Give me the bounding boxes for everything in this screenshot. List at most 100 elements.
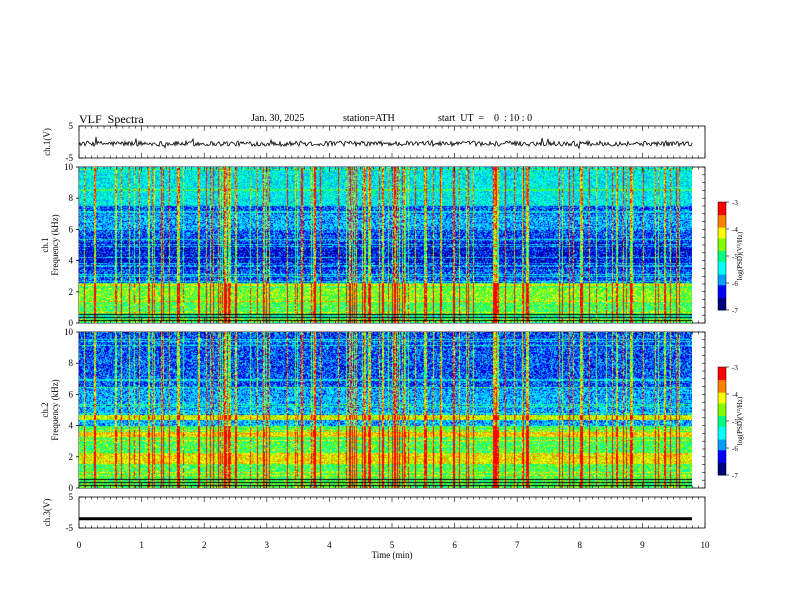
colorbar-segment (718, 279, 726, 282)
colorbar-segment (718, 473, 726, 476)
colorbar-segment (718, 367, 726, 370)
colorbar-segment (718, 440, 726, 444)
colorbar-segment (718, 392, 726, 395)
colorbar-segment (718, 370, 726, 373)
colorbar-segment (718, 304, 726, 307)
colorbar-segment (718, 203, 726, 207)
channel-label: ch.2 (40, 402, 50, 417)
colorbar-segment (718, 257, 726, 261)
colorbar-segment (718, 261, 726, 264)
colorbar-segment (718, 430, 726, 433)
colorbar-segment (718, 268, 726, 271)
x-tick-label: 9 (640, 540, 645, 550)
colorbar-segment (718, 413, 726, 417)
colorbar-segment (718, 453, 726, 456)
colorbar-segment (718, 460, 726, 463)
colorbar-segment (718, 433, 726, 436)
colorbar-segment (718, 419, 726, 422)
colorbar-segment (718, 390, 726, 393)
colorbar-segment (718, 284, 726, 288)
colorbar-tick-label: -4 (732, 226, 738, 234)
colorbar-tick-label: -5 (732, 253, 738, 261)
colorbar-segment (718, 406, 726, 409)
colorbar-segment (718, 417, 726, 420)
colorbar-segment (718, 281, 726, 284)
colorbar-segment (718, 243, 726, 246)
colorbar-segment (718, 306, 726, 309)
colorbar-segment (718, 372, 726, 375)
colorbar-tick-label: -6 (732, 445, 738, 453)
y-tick-label: 2 (69, 452, 74, 462)
colorbar-segment (718, 471, 726, 474)
colorbar-segment (718, 442, 726, 445)
colorbar-segment (718, 302, 726, 306)
y-tick-label: 5 (69, 492, 74, 502)
y-tick-label: 6 (69, 224, 74, 234)
colorbar-segment (718, 408, 726, 411)
colorbar-segment (718, 295, 726, 298)
colorbar-segment (718, 236, 726, 239)
colorbar-tick-label: -5 (732, 418, 738, 426)
y-tick-label: 8 (69, 193, 74, 203)
colorbar-segment (718, 254, 726, 257)
figure-title: VLF Spectra (79, 112, 144, 126)
colorbar-segment (718, 467, 726, 471)
station-label: station=ATH (343, 113, 395, 124)
colorbar-segment (718, 232, 726, 235)
x-tick-label: 1 (139, 540, 144, 550)
y-tick-label: 10 (64, 162, 74, 172)
colorbar-segment (718, 205, 726, 208)
y-tick-label: 2 (69, 287, 74, 297)
x-tick-label: 7 (515, 540, 520, 550)
x-axis-label: Time (min) (372, 550, 413, 560)
colorbar-segment (718, 446, 726, 449)
colorbar-segment (718, 415, 726, 418)
colorbar-segment (718, 229, 726, 232)
colorbar-segment (718, 374, 726, 377)
colorbar-tick-label: -3 (732, 364, 738, 372)
colorbar-segment (718, 383, 726, 386)
colorbar-segment (718, 395, 726, 399)
colorbar-tick-label: -3 (732, 199, 738, 207)
colorbar-segment (718, 439, 726, 442)
colorbar-segment (718, 216, 726, 219)
colorbar-segment (718, 464, 726, 467)
colorbar-segment (718, 435, 726, 438)
colorbar-segment (718, 225, 726, 228)
y-axis-label: ch.1(V) (42, 128, 52, 156)
colorbar-segment (718, 301, 726, 304)
colorbar-segment (718, 247, 726, 250)
colorbar-segment (718, 410, 726, 413)
colorbar-segment (718, 227, 726, 230)
colorbar-segment (718, 458, 726, 462)
colorbar-segment (718, 245, 726, 248)
colorbar-segment (718, 381, 726, 384)
colorbar-segment (718, 293, 726, 297)
y-tick-label: 0 (69, 318, 74, 328)
colorbar-segment (718, 230, 726, 234)
colorbar-segment (718, 457, 726, 460)
colorbar-segment (718, 388, 726, 391)
colorbar-segment (718, 223, 726, 226)
colorbar-segment (718, 221, 726, 225)
colorbar-segment (718, 263, 726, 266)
colorbar-segment (718, 376, 726, 379)
colorbar-segment (718, 449, 726, 453)
colorbar: -3 -4 -5 -6 -7 log(PSD)(V²/Hz) (717, 364, 744, 480)
y-tick-label: 0 (69, 483, 74, 493)
colorbar-tick-label: -7 (732, 472, 738, 480)
y-tick-label: 4 (69, 421, 74, 431)
x-tick-label: 5 (390, 540, 395, 550)
x-tick-label: 4 (327, 540, 332, 550)
colorbar-segment (718, 412, 726, 415)
colorbar-segment (718, 238, 726, 241)
colorbar-segment (718, 265, 726, 268)
colorbar-segment (718, 431, 726, 435)
x-tick-label: 0 (77, 540, 82, 550)
colorbar-segment (718, 256, 726, 259)
colorbar-segment (718, 290, 726, 293)
colorbar-tick-label: -7 (732, 307, 738, 315)
y-tick-label: -5 (66, 153, 74, 163)
colorbar-segment (718, 379, 726, 382)
colorbar-segment (718, 455, 726, 458)
